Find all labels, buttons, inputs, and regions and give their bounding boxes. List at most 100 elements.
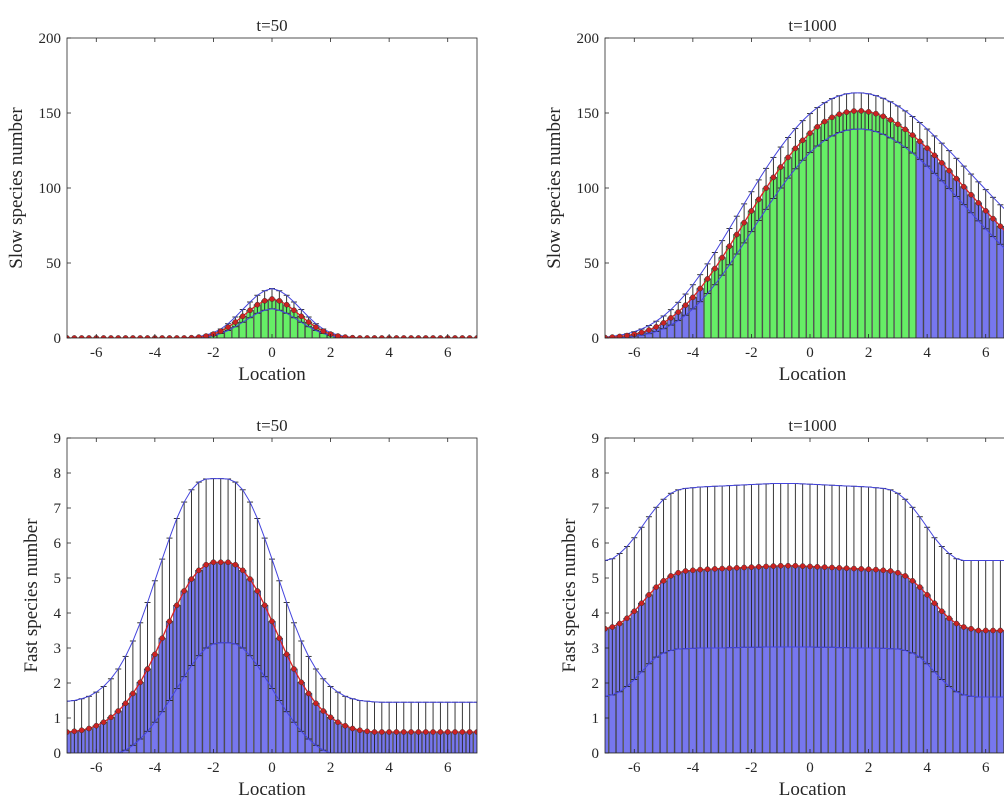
data-point — [748, 208, 755, 214]
panel-3: -6 -4 -2 0 2 4 6 0 1 2 3 4 5 6 7 8 9 t=50 Location Fast spe… — [21, 416, 478, 800]
data-point — [777, 562, 784, 569]
data-point — [269, 296, 275, 302]
data-point — [130, 690, 136, 697]
data-point — [660, 320, 667, 326]
y-tick-label: 1 — [54, 711, 62, 727]
y-tick-label: 3 — [54, 641, 62, 657]
data-point — [386, 729, 392, 735]
data-point — [990, 627, 996, 634]
y-tick-label: 9 — [54, 431, 62, 447]
data-point — [697, 566, 704, 573]
data-point — [690, 294, 696, 301]
data-point — [880, 113, 887, 120]
data-point — [858, 566, 865, 572]
data-point — [682, 568, 689, 574]
bar — [872, 113, 880, 338]
data-point — [320, 328, 327, 335]
data-point — [924, 591, 930, 598]
data-point — [166, 618, 173, 625]
bar — [960, 186, 968, 338]
data-point — [733, 565, 740, 571]
data-point — [276, 297, 283, 304]
x-tick-label: -6 — [90, 345, 103, 361]
data-point — [466, 729, 473, 735]
data-point — [261, 602, 268, 609]
x-tick-label: -2 — [745, 345, 758, 361]
bar — [777, 166, 785, 338]
panel-2: -6 -4 -2 0 2 4 6 0 50 100 150 200 t=1000 Location Slow… — [544, 16, 1004, 385]
data-point — [638, 329, 645, 336]
y-tick-label: 4 — [54, 606, 62, 622]
data-point — [719, 254, 725, 261]
data-point — [415, 729, 422, 735]
data-point — [990, 215, 996, 222]
data-point — [704, 566, 711, 573]
data-point — [108, 714, 114, 721]
x-tick-label: 2 — [327, 760, 335, 776]
data-point — [726, 243, 733, 250]
data-point — [616, 333, 623, 338]
data-point — [305, 319, 312, 325]
y-tick-label: 1 — [592, 711, 600, 727]
data-point — [755, 196, 762, 203]
data-point — [203, 561, 209, 568]
data-point — [960, 183, 967, 190]
data-point — [777, 164, 784, 170]
data-point — [814, 123, 821, 130]
data-point — [785, 562, 791, 569]
data-point — [305, 690, 312, 697]
x-tick-label: 2 — [865, 345, 873, 361]
data-point — [653, 584, 660, 590]
y-tick-label: 6 — [592, 536, 600, 552]
x-tick-label: 4 — [923, 760, 931, 776]
data-point — [232, 319, 239, 325]
data-point — [298, 679, 305, 686]
data-point — [851, 565, 857, 572]
data-point — [960, 624, 967, 630]
data-point — [946, 167, 952, 174]
data-point — [276, 635, 283, 642]
data-point — [873, 110, 879, 117]
x-tick-label: -6 — [90, 760, 103, 776]
data-point — [675, 569, 682, 576]
data-point — [851, 108, 857, 114]
data-point — [122, 700, 129, 707]
bar — [799, 140, 807, 338]
data-point — [444, 729, 451, 735]
data-point — [770, 563, 777, 569]
bar — [813, 126, 821, 338]
data-point — [247, 307, 253, 314]
panel-4: -6 -4 -2 0 2 4 6 0 1 2 3 4 5 6 7 8 9 t=1000 Location Fast s… — [559, 416, 1004, 800]
bar — [982, 210, 990, 338]
bar — [967, 194, 975, 338]
y-tick-label: 100 — [577, 181, 600, 197]
y-tick-label: 9 — [592, 431, 600, 447]
bar — [945, 170, 953, 338]
x-tick-label: 4 — [385, 760, 393, 776]
data-point — [909, 577, 916, 584]
chart-title: t=50 — [256, 416, 287, 435]
data-point — [254, 588, 261, 594]
data-point — [357, 727, 363, 734]
x-tick-label: 6 — [444, 760, 452, 776]
data-point — [675, 309, 682, 315]
data-point — [660, 577, 667, 584]
bar — [857, 110, 865, 338]
data-point — [982, 207, 989, 214]
data-point — [975, 627, 982, 634]
data-point — [313, 700, 319, 707]
data-point — [902, 126, 909, 133]
data-point — [741, 219, 747, 226]
y-axis-label: Fast species number — [559, 518, 580, 673]
x-axis-label: Location — [779, 779, 847, 800]
data-point — [342, 722, 349, 729]
x-tick-label: -6 — [628, 760, 641, 776]
y-tick-label: 8 — [592, 466, 600, 482]
data-point — [144, 666, 151, 672]
upper-bound-curve — [605, 483, 1004, 561]
data-point — [895, 569, 901, 576]
x-tick-label: 6 — [444, 345, 452, 361]
x-axis-label: Location — [238, 779, 306, 800]
bar — [843, 111, 851, 338]
lower-bound-curve — [605, 646, 1004, 698]
